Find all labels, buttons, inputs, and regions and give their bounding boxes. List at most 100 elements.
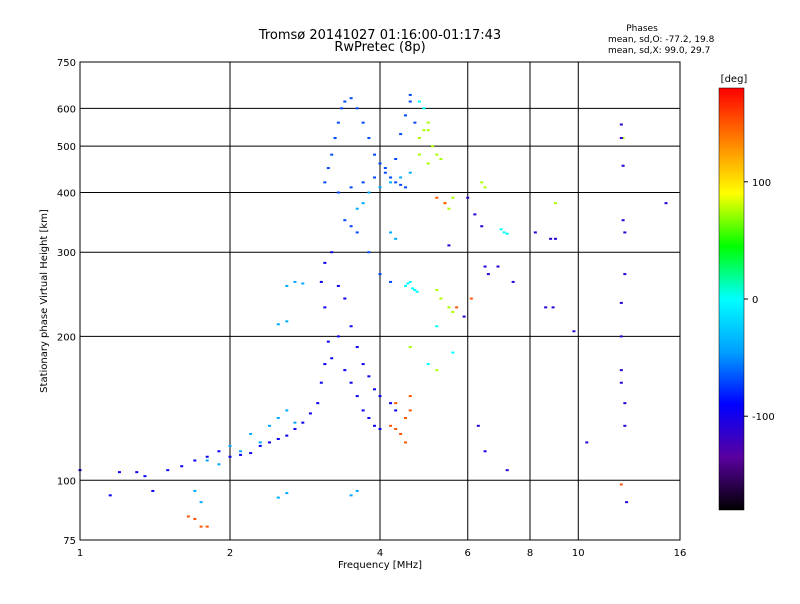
data-point bbox=[623, 273, 627, 276]
data-point bbox=[394, 237, 398, 240]
data-point bbox=[361, 363, 365, 366]
data-point bbox=[621, 164, 625, 167]
data-point bbox=[426, 121, 430, 124]
data-point bbox=[389, 176, 393, 179]
data-point bbox=[193, 459, 197, 462]
data-point bbox=[378, 273, 382, 276]
data-point bbox=[483, 186, 487, 189]
data-point bbox=[239, 450, 243, 453]
colorbar-tick-label: -100 bbox=[752, 412, 775, 423]
data-point bbox=[625, 501, 629, 504]
data-point bbox=[389, 231, 393, 234]
data-point bbox=[394, 428, 398, 431]
data-point bbox=[422, 129, 426, 132]
grid-layer bbox=[80, 62, 680, 540]
data-point bbox=[621, 137, 625, 140]
x-tick-label: 2 bbox=[227, 548, 233, 559]
data-point bbox=[293, 280, 297, 283]
data-point bbox=[343, 100, 347, 103]
data-point bbox=[435, 369, 439, 372]
data-point bbox=[394, 402, 398, 405]
data-point bbox=[285, 320, 289, 323]
data-point bbox=[166, 469, 170, 472]
data-point bbox=[367, 137, 371, 140]
colorbar-tick-label: 0 bbox=[752, 295, 758, 306]
data-point bbox=[451, 351, 455, 354]
y-tick-label: 200 bbox=[57, 332, 76, 343]
data-point bbox=[267, 441, 271, 444]
data-point bbox=[378, 162, 382, 165]
data-point bbox=[336, 284, 340, 287]
data-point bbox=[399, 176, 403, 179]
data-point bbox=[249, 452, 253, 455]
data-point bbox=[333, 137, 337, 140]
data-point bbox=[367, 191, 371, 194]
colorbar: [deg] -100 0 100 bbox=[718, 74, 775, 511]
data-point bbox=[435, 289, 439, 292]
data-point bbox=[505, 469, 509, 472]
x-ticks: 1 2 4 6 8 10 16 bbox=[77, 548, 687, 559]
data-point bbox=[408, 395, 412, 398]
data-point bbox=[135, 471, 139, 474]
data-point bbox=[217, 450, 221, 453]
data-point bbox=[435, 325, 439, 328]
data-point bbox=[361, 181, 365, 184]
data-point bbox=[355, 346, 359, 349]
data-point bbox=[367, 375, 371, 378]
data-point bbox=[403, 186, 407, 189]
data-point bbox=[330, 153, 334, 156]
data-point bbox=[417, 100, 421, 103]
data-point bbox=[330, 251, 334, 254]
data-point bbox=[466, 196, 470, 199]
data-point bbox=[505, 232, 509, 235]
data-point bbox=[486, 273, 490, 276]
data-point bbox=[205, 455, 209, 458]
data-point bbox=[343, 297, 347, 300]
data-point bbox=[373, 153, 377, 156]
data-point bbox=[340, 107, 344, 110]
data-point bbox=[483, 265, 487, 268]
y-tick-label: 75 bbox=[63, 536, 76, 547]
data-point bbox=[480, 181, 484, 184]
data-point bbox=[336, 121, 340, 124]
data-point bbox=[285, 409, 289, 412]
data-point bbox=[443, 202, 447, 205]
data-point bbox=[378, 186, 382, 189]
data-point bbox=[533, 231, 537, 234]
x-tick-label: 4 bbox=[377, 548, 383, 559]
data-point bbox=[502, 231, 506, 234]
data-point bbox=[551, 306, 555, 309]
data-point bbox=[293, 428, 297, 431]
data-point bbox=[413, 121, 417, 124]
data-point bbox=[355, 107, 359, 110]
data-point bbox=[193, 517, 197, 520]
points-layer bbox=[78, 93, 668, 528]
data-point bbox=[117, 471, 121, 474]
data-point bbox=[180, 465, 184, 468]
data-point bbox=[408, 171, 412, 174]
data-point bbox=[239, 453, 243, 456]
data-point bbox=[403, 114, 407, 117]
data-point bbox=[469, 297, 473, 300]
data-point bbox=[426, 162, 430, 165]
plot-frame bbox=[79, 61, 681, 541]
data-point bbox=[205, 459, 209, 462]
data-point bbox=[399, 183, 403, 186]
data-point bbox=[403, 441, 407, 444]
data-point bbox=[301, 421, 305, 424]
data-point bbox=[323, 261, 327, 264]
data-point bbox=[373, 388, 377, 391]
data-point bbox=[399, 133, 403, 136]
data-point bbox=[367, 416, 371, 419]
data-point bbox=[378, 428, 382, 431]
data-point bbox=[389, 424, 393, 427]
data-point bbox=[435, 153, 439, 156]
data-point bbox=[276, 437, 280, 440]
data-point bbox=[199, 525, 203, 528]
data-point bbox=[323, 181, 327, 184]
data-point bbox=[426, 129, 430, 132]
data-point bbox=[285, 434, 289, 437]
x-tick-label: 6 bbox=[465, 548, 471, 559]
data-point bbox=[108, 494, 112, 497]
chart-title: Tromsø 20141027 01:16:00-01:17:43 bbox=[258, 28, 501, 43]
